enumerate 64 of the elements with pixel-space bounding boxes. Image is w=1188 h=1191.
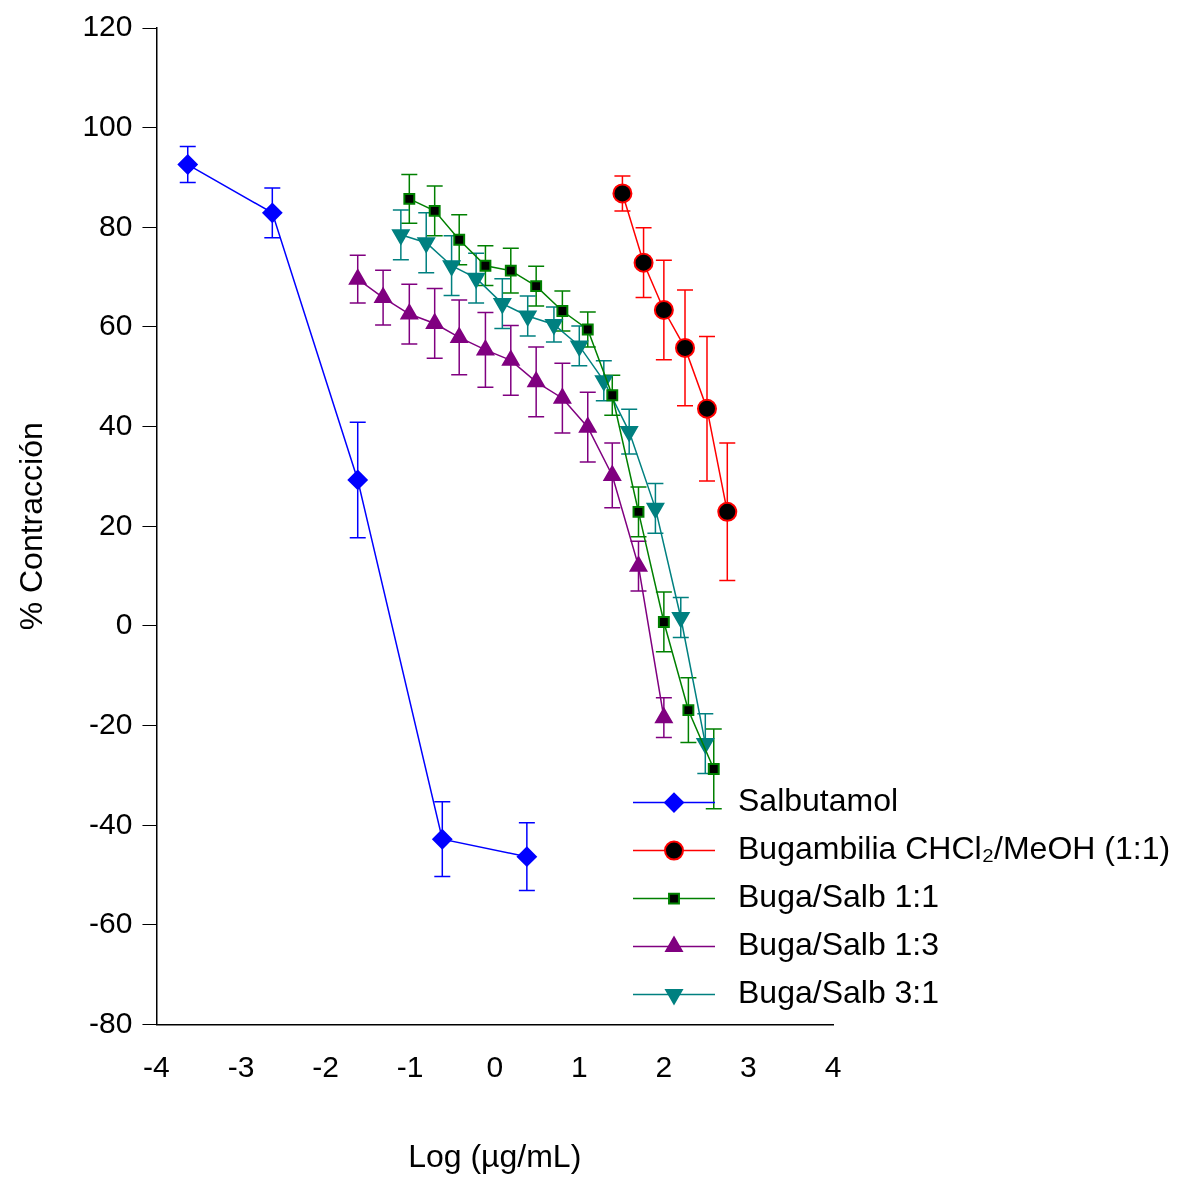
legend-label: Salbutamol <box>738 782 899 819</box>
point <box>262 202 283 223</box>
x-tick-label: -2 <box>312 1049 339 1083</box>
point <box>502 350 520 366</box>
x-tick-label: 2 <box>655 1049 673 1083</box>
y-tick-label: -80 <box>89 1005 133 1039</box>
point <box>696 398 717 419</box>
y-tick-label: 120 <box>82 9 133 43</box>
point <box>347 469 368 490</box>
y-tick-label: 0 <box>115 607 133 641</box>
legend-label: Bugambilia CHCl₂/MeOH (1:1) <box>738 830 1171 867</box>
point <box>556 305 569 317</box>
point <box>516 846 537 867</box>
y-tick-label: -40 <box>89 806 133 840</box>
legend-label: Buga/Salb 1:3 <box>738 926 940 963</box>
y-axis-title: % Contracción <box>13 422 50 631</box>
point <box>479 259 492 272</box>
point <box>675 337 696 358</box>
legend-label: Buga/Salb 3:1 <box>738 974 940 1011</box>
point <box>374 287 392 304</box>
x-tick-label: 1 <box>570 1049 588 1083</box>
point <box>450 327 468 343</box>
point <box>400 304 419 320</box>
x-tick-label: 4 <box>824 1049 842 1083</box>
x-tick-label: 3 <box>740 1049 757 1083</box>
point <box>432 829 453 850</box>
x-axis-title: Log (µg/mL) <box>408 1137 582 1174</box>
point <box>348 269 367 285</box>
point <box>629 556 648 572</box>
point <box>653 300 674 321</box>
point <box>717 501 738 522</box>
point <box>527 371 545 388</box>
y-tick-label: 40 <box>99 407 133 441</box>
y-tick-label: 60 <box>99 308 133 342</box>
point <box>578 417 597 433</box>
point <box>428 204 441 217</box>
x-tick-label: -3 <box>227 1049 255 1083</box>
y-tick-label: 100 <box>82 108 133 142</box>
point <box>403 192 416 205</box>
point <box>682 704 695 717</box>
point <box>425 313 444 329</box>
point <box>612 183 633 204</box>
legend-label: Buga/Salb 1:1 <box>738 878 940 915</box>
point <box>603 465 622 481</box>
y-tick-label: -20 <box>89 706 133 740</box>
point <box>633 252 654 273</box>
point <box>606 389 619 402</box>
point <box>453 233 466 246</box>
y-tick-label: -60 <box>89 906 133 940</box>
x-tick-label: -4 <box>143 1049 170 1083</box>
point <box>655 707 673 724</box>
x-tick-label: 0 <box>486 1049 504 1083</box>
point <box>504 264 517 277</box>
point <box>657 616 670 628</box>
y-tick-label: 80 <box>99 208 133 242</box>
point <box>177 154 198 175</box>
point <box>530 280 543 293</box>
x-tick-label: -1 <box>396 1049 424 1083</box>
point <box>476 339 495 356</box>
point <box>581 323 594 336</box>
point <box>553 388 572 404</box>
y-tick-label: 20 <box>99 507 133 541</box>
point <box>632 505 645 518</box>
point <box>707 763 720 775</box>
